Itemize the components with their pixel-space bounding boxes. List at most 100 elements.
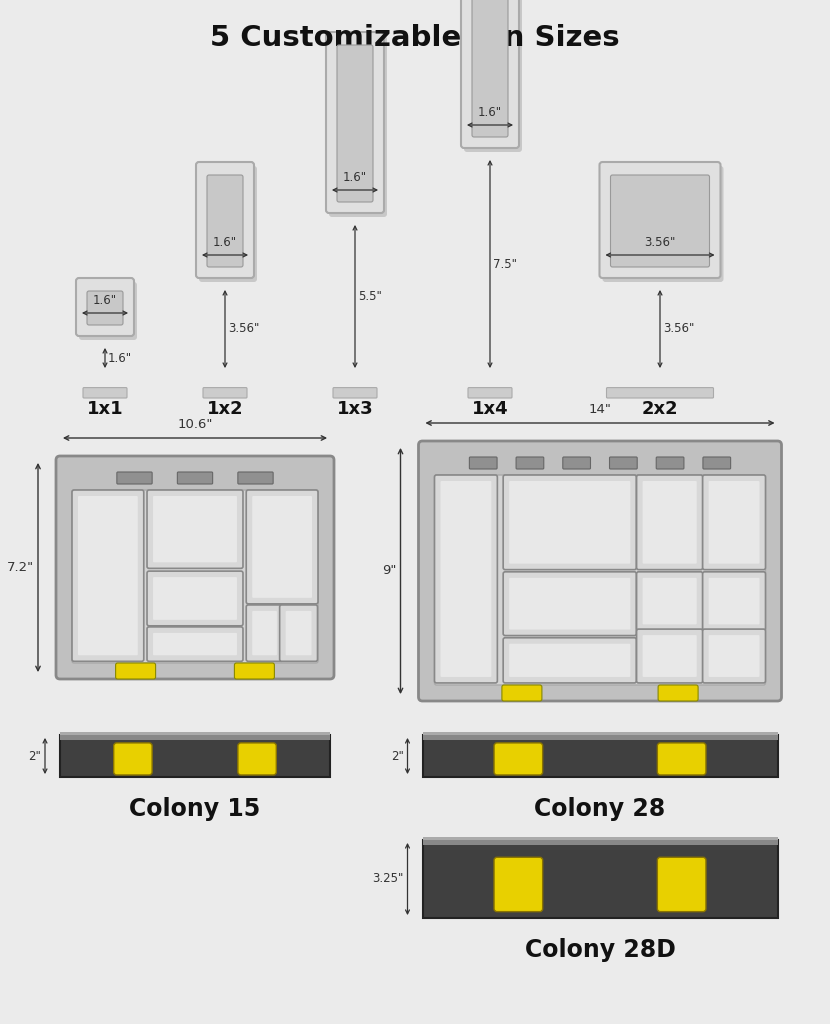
Text: 2": 2" [391, 750, 403, 763]
Bar [422, 735, 778, 740]
Text: 1.6": 1.6" [343, 171, 367, 184]
FancyBboxPatch shape [78, 496, 138, 655]
FancyBboxPatch shape [234, 663, 275, 679]
Text: 1x1: 1x1 [86, 400, 124, 418]
FancyBboxPatch shape [441, 481, 491, 677]
FancyBboxPatch shape [147, 627, 243, 662]
FancyBboxPatch shape [468, 388, 512, 398]
Text: 2x2: 2x2 [642, 400, 678, 418]
FancyBboxPatch shape [657, 457, 684, 469]
FancyBboxPatch shape [418, 441, 782, 701]
Bar [422, 837, 778, 840]
FancyBboxPatch shape [503, 475, 637, 569]
FancyBboxPatch shape [703, 629, 765, 683]
FancyBboxPatch shape [199, 166, 257, 282]
FancyBboxPatch shape [709, 578, 759, 625]
FancyBboxPatch shape [178, 472, 212, 484]
Text: 3.56": 3.56" [228, 323, 260, 336]
FancyBboxPatch shape [503, 638, 637, 683]
FancyBboxPatch shape [72, 490, 318, 663]
FancyBboxPatch shape [72, 490, 144, 662]
FancyBboxPatch shape [509, 578, 630, 630]
Text: Colony 28D: Colony 28D [525, 938, 676, 962]
Text: 7.5": 7.5" [493, 257, 517, 270]
Text: 3.25": 3.25" [372, 872, 403, 886]
FancyBboxPatch shape [563, 457, 590, 469]
Text: 2": 2" [28, 750, 41, 763]
FancyBboxPatch shape [207, 175, 243, 267]
FancyBboxPatch shape [147, 490, 243, 568]
FancyBboxPatch shape [329, 36, 387, 217]
FancyBboxPatch shape [153, 633, 237, 655]
Text: 5.5": 5.5" [358, 290, 382, 303]
FancyBboxPatch shape [642, 635, 696, 677]
FancyBboxPatch shape [509, 644, 630, 677]
Bar [60, 732, 330, 735]
Text: 1.6": 1.6" [93, 294, 117, 307]
FancyBboxPatch shape [247, 605, 283, 662]
Text: 9": 9" [382, 564, 397, 578]
Bar [422, 840, 778, 845]
FancyBboxPatch shape [83, 388, 127, 398]
Bar [422, 735, 778, 777]
FancyBboxPatch shape [79, 282, 137, 340]
Text: Colony 28: Colony 28 [535, 797, 666, 821]
FancyBboxPatch shape [494, 857, 543, 911]
Text: 1x3: 1x3 [337, 400, 374, 418]
Text: 1.6": 1.6" [478, 106, 502, 119]
FancyBboxPatch shape [703, 475, 765, 569]
Text: 1.6": 1.6" [108, 351, 132, 365]
FancyBboxPatch shape [203, 388, 247, 398]
FancyBboxPatch shape [472, 0, 508, 137]
FancyBboxPatch shape [114, 743, 152, 775]
FancyBboxPatch shape [611, 175, 710, 267]
Text: 1x4: 1x4 [471, 400, 508, 418]
FancyBboxPatch shape [252, 496, 312, 598]
FancyBboxPatch shape [703, 571, 765, 631]
FancyBboxPatch shape [464, 0, 522, 152]
Text: 1x2: 1x2 [207, 400, 243, 418]
FancyBboxPatch shape [599, 162, 720, 278]
FancyBboxPatch shape [247, 490, 318, 604]
Text: 14": 14" [588, 403, 612, 416]
FancyBboxPatch shape [87, 291, 123, 325]
FancyBboxPatch shape [637, 629, 703, 683]
Text: 10.6": 10.6" [178, 418, 212, 431]
FancyBboxPatch shape [238, 743, 276, 775]
Bar [60, 735, 330, 740]
FancyBboxPatch shape [153, 496, 237, 562]
FancyBboxPatch shape [280, 605, 318, 662]
FancyBboxPatch shape [434, 475, 765, 685]
FancyBboxPatch shape [637, 571, 703, 631]
FancyBboxPatch shape [658, 685, 698, 701]
FancyBboxPatch shape [509, 481, 630, 563]
FancyBboxPatch shape [516, 457, 544, 469]
FancyBboxPatch shape [657, 857, 706, 911]
FancyBboxPatch shape [286, 611, 311, 655]
FancyBboxPatch shape [494, 743, 543, 775]
FancyBboxPatch shape [642, 481, 696, 563]
Bar [60, 735, 330, 777]
FancyBboxPatch shape [326, 32, 384, 213]
FancyBboxPatch shape [153, 578, 237, 620]
FancyBboxPatch shape [238, 472, 273, 484]
FancyBboxPatch shape [607, 388, 714, 398]
FancyBboxPatch shape [709, 635, 759, 677]
FancyBboxPatch shape [56, 456, 334, 679]
Bar [422, 840, 778, 918]
FancyBboxPatch shape [252, 611, 277, 655]
FancyBboxPatch shape [637, 475, 703, 569]
FancyBboxPatch shape [147, 571, 243, 626]
FancyBboxPatch shape [196, 162, 254, 278]
FancyBboxPatch shape [333, 388, 377, 398]
FancyBboxPatch shape [117, 472, 152, 484]
FancyBboxPatch shape [470, 457, 497, 469]
Text: 1.6": 1.6" [213, 236, 237, 249]
Text: Colony 15: Colony 15 [129, 797, 261, 821]
Text: 7.2": 7.2" [7, 561, 34, 574]
FancyBboxPatch shape [709, 481, 759, 563]
FancyBboxPatch shape [434, 475, 497, 683]
FancyBboxPatch shape [657, 743, 706, 775]
FancyBboxPatch shape [603, 166, 724, 282]
Text: 5 Customizable Bin Sizes: 5 Customizable Bin Sizes [210, 24, 620, 52]
